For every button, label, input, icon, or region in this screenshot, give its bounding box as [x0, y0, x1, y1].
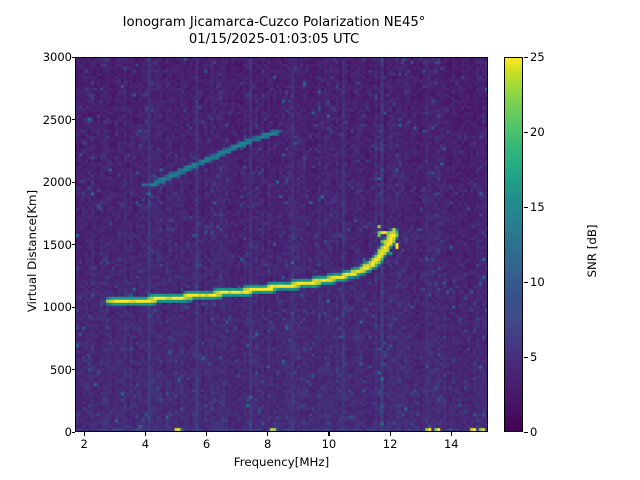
ionogram-heatmap-image [76, 58, 487, 431]
colorbar-tick-label: 15 [530, 200, 545, 214]
colorbar-tick [524, 131, 528, 133]
colorbar-tick-label: 0 [530, 425, 538, 439]
y-axis-tick [71, 119, 75, 121]
x-axis-tick-label: 6 [202, 437, 211, 451]
colorbar-gradient [504, 57, 523, 432]
colorbar-tick-label: 5 [530, 350, 538, 364]
y-axis-tick-label: 2000 [42, 175, 72, 189]
x-axis-tick-label: 8 [264, 437, 272, 451]
y-axis-tick-label: 1000 [42, 300, 72, 314]
y-axis-tick-label: 2500 [42, 112, 72, 127]
colorbar-tick-label: 10 [530, 275, 545, 289]
x-axis-tick-label: 10 [321, 437, 337, 451]
y-axis-tick [71, 306, 75, 308]
x-axis-tick [389, 432, 391, 436]
colorbar-tick-label: 20 [530, 125, 545, 139]
y-axis-tick [71, 181, 75, 183]
x-axis-tick [206, 432, 208, 436]
x-axis-tick-label: 12 [382, 437, 398, 451]
title-line-1: Ionogram Jicamarca-Cuzco Polarization NE… [122, 15, 426, 30]
x-axis-tick-label: 14 [443, 437, 459, 451]
figure-title: Ionogram Jicamarca-Cuzco Polarization NE… [0, 14, 548, 48]
title-line-2: 01/15/2025-01:03:05 UTC [188, 32, 360, 47]
colorbar-tick [524, 281, 528, 283]
y-axis-label: Virtual Distance[Km] [25, 189, 39, 313]
x-axis-tick [328, 432, 330, 436]
x-axis-tick [267, 432, 269, 436]
colorbar-tick-label: 25 [530, 50, 545, 64]
x-axis-tick [144, 432, 146, 436]
x-axis-tick [83, 432, 85, 436]
x-axis-tick-label: 2 [80, 437, 88, 451]
y-axis-tick [71, 56, 75, 58]
colorbar-tick [524, 431, 528, 433]
x-axis-tick [450, 432, 452, 436]
colorbar-label: SNR [dB] [585, 224, 599, 278]
x-axis-label: Frequency[MHz] [233, 455, 330, 469]
y-axis-tick-label: 500 [50, 362, 72, 377]
y-axis-tick-label: 1500 [42, 237, 72, 252]
y-axis-tick [71, 244, 75, 246]
y-axis-tick-label: 3000 [42, 50, 72, 64]
x-axis-tick-label: 4 [141, 437, 150, 451]
ionogram-plot-area [75, 57, 488, 432]
colorbar-tick [524, 356, 528, 358]
colorbar-tick [524, 206, 528, 208]
y-axis-tick [71, 431, 75, 433]
y-axis-tick [71, 369, 75, 371]
colorbar-tick [524, 56, 528, 58]
y-axis-tick-label: 0 [64, 425, 72, 439]
